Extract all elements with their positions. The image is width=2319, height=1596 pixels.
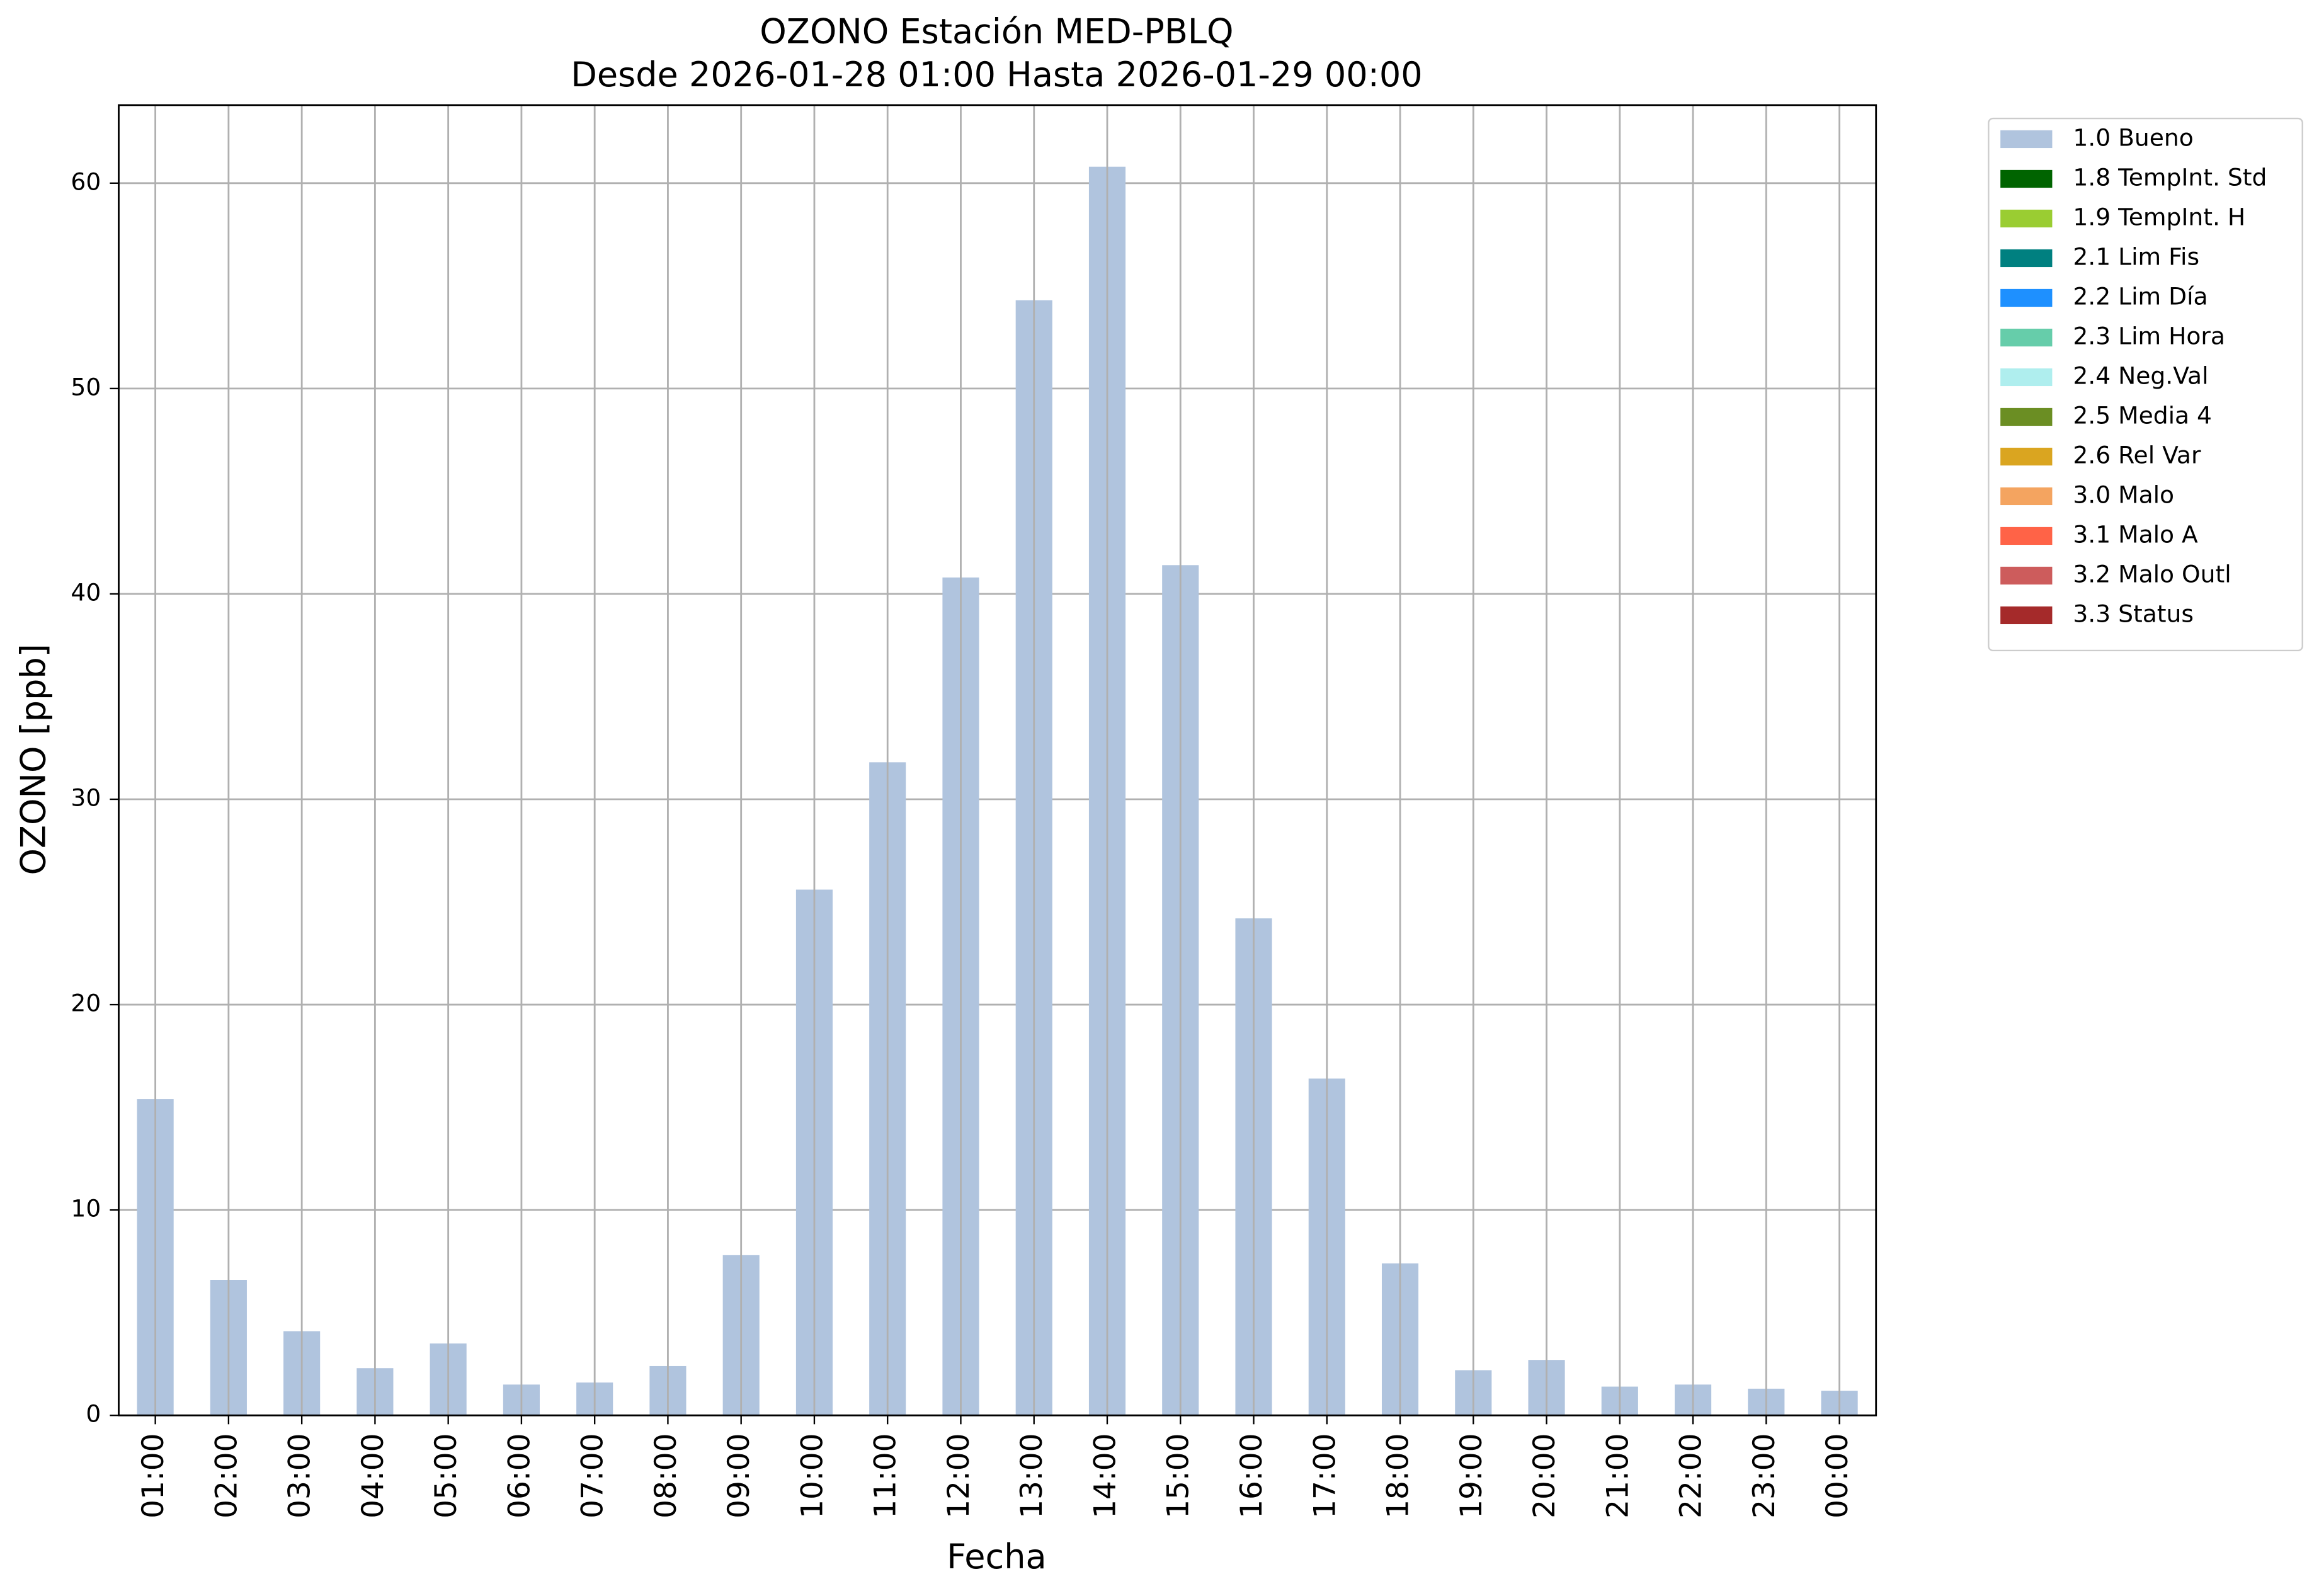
x-tick-label: 01:00 (136, 1433, 171, 1518)
x-tick-label: 14:00 (1088, 1433, 1122, 1518)
x-axis-label: Fecha (947, 1537, 1046, 1576)
x-tick-label: 08:00 (649, 1433, 683, 1518)
legend-swatch (2000, 527, 2053, 545)
x-tick-label: 10:00 (795, 1433, 829, 1518)
y-tick-label: 40 (71, 578, 101, 606)
legend-label: 2.1 Lim Fis (2073, 242, 2199, 270)
x-tick-label: 23:00 (1747, 1433, 1782, 1518)
legend-label: 3.2 Malo Outl (2073, 560, 2231, 588)
legend-swatch (2000, 566, 2053, 585)
x-tick-label: 09:00 (722, 1433, 756, 1518)
legend-box (1988, 117, 2303, 652)
legend-label: 2.5 Media 4 (2073, 401, 2212, 429)
chart-subtitle: Desde 2026-01-28 01:00 Hasta 2026-01-29 … (571, 55, 1422, 94)
legend-label: 3.1 Malo A (2073, 520, 2198, 548)
legend-swatch (2000, 169, 2053, 188)
x-tick-label: 04:00 (356, 1433, 390, 1518)
y-tick-label: 30 (71, 784, 101, 812)
legend-label: 1.0 Bueno (2073, 123, 2193, 151)
x-tick-label: 15:00 (1161, 1433, 1196, 1518)
legend-swatch (2000, 368, 2053, 387)
x-tick-label: 02:00 (209, 1433, 244, 1518)
legend-swatch (2000, 487, 2053, 506)
y-tick-label: 60 (71, 168, 101, 195)
y-tick-label: 10 (71, 1195, 101, 1223)
y-axis-label: OZONO [ppb] (13, 644, 53, 875)
legend-swatch (2000, 606, 2053, 625)
x-tick-label: 17:00 (1308, 1433, 1342, 1518)
legend-label: 1.9 TempInt. H (2073, 203, 2245, 231)
legend-label: 2.2 Lim Día (2073, 282, 2208, 310)
legend-swatch (2000, 447, 2053, 466)
x-tick-label: 19:00 (1454, 1433, 1489, 1518)
y-tick-label: 0 (86, 1400, 101, 1428)
y-tick-label: 20 (71, 989, 101, 1017)
plot-frame (118, 104, 1877, 1416)
x-tick-label: 22:00 (1674, 1433, 1709, 1518)
legend-swatch (2000, 249, 2053, 268)
x-tick-label: 12:00 (942, 1433, 976, 1518)
legend-label: 2.6 Rel Var (2073, 441, 2201, 469)
chart-title: OZONO Estación MED-PBLQ (760, 12, 1233, 52)
x-tick-label: 11:00 (869, 1433, 903, 1518)
x-tick-label: 20:00 (1527, 1433, 1562, 1518)
legend-label: 1.8 TempInt. Std (2073, 163, 2267, 191)
legend-label: 3.3 Status (2073, 600, 2194, 627)
legend-label: 3.0 Malo (2073, 481, 2174, 508)
x-tick-label: 06:00 (502, 1433, 537, 1518)
x-tick-label: 21:00 (1600, 1433, 1635, 1518)
legend-swatch (2000, 328, 2053, 347)
legend-swatch (2000, 288, 2053, 307)
x-tick-label: 16:00 (1234, 1433, 1269, 1518)
legend-label: 2.3 Lim Hora (2073, 322, 2225, 350)
x-tick-label: 00:00 (1820, 1433, 1855, 1518)
legend-swatch (2000, 209, 2053, 228)
legend-swatch (2000, 408, 2053, 426)
x-tick-label: 03:00 (283, 1433, 317, 1518)
x-tick-label: 07:00 (576, 1433, 610, 1518)
y-tick-label: 50 (71, 373, 101, 401)
x-tick-label: 13:00 (1015, 1433, 1049, 1518)
legend-label: 2.4 Neg.Val (2073, 362, 2208, 389)
x-tick-label: 18:00 (1381, 1433, 1416, 1518)
legend-swatch (2000, 130, 2053, 149)
x-tick-label: 05:00 (429, 1433, 464, 1518)
